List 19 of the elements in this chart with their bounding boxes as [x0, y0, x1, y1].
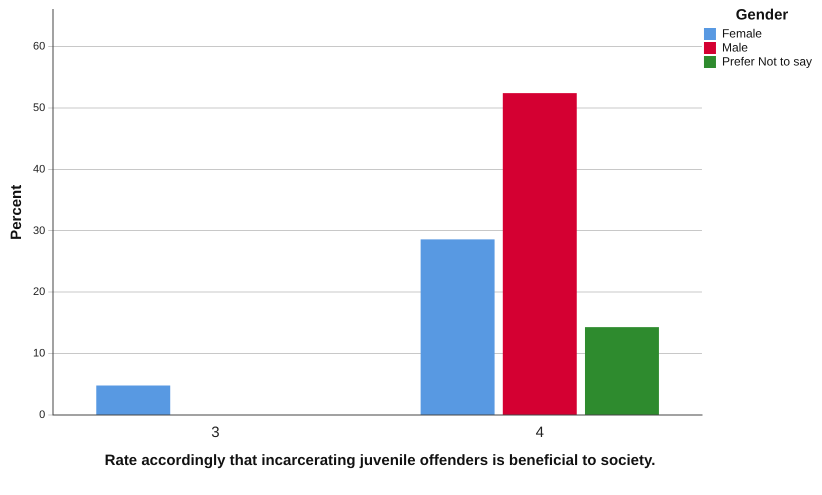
y-tick-label: 40	[32, 163, 46, 176]
bar	[584, 327, 659, 414]
x-tick-label: 3	[211, 424, 220, 442]
legend-label: Prefer Not to say	[722, 54, 812, 68]
y-tick-label: 20	[32, 286, 46, 298]
bar	[96, 386, 170, 414]
y-tick-label: 60	[32, 40, 46, 52]
legend-title: Gender	[736, 6, 788, 24]
y-tick-label: 30	[32, 224, 46, 237]
x-tick-label: 4	[536, 424, 544, 442]
y-tick-label: 10	[32, 348, 46, 360]
bar	[420, 239, 495, 414]
y-tick-label: 50	[32, 102, 46, 114]
y-axis-title: Percent	[8, 184, 26, 240]
bar	[502, 93, 577, 414]
legend-label: Male	[722, 40, 748, 54]
x-axis-title: Rate accordingly that incarcerating juvenile offenders is beneficial to society.	[104, 452, 656, 469]
legend-label: Female	[722, 26, 762, 40]
y-tick-label: 0	[39, 409, 46, 422]
